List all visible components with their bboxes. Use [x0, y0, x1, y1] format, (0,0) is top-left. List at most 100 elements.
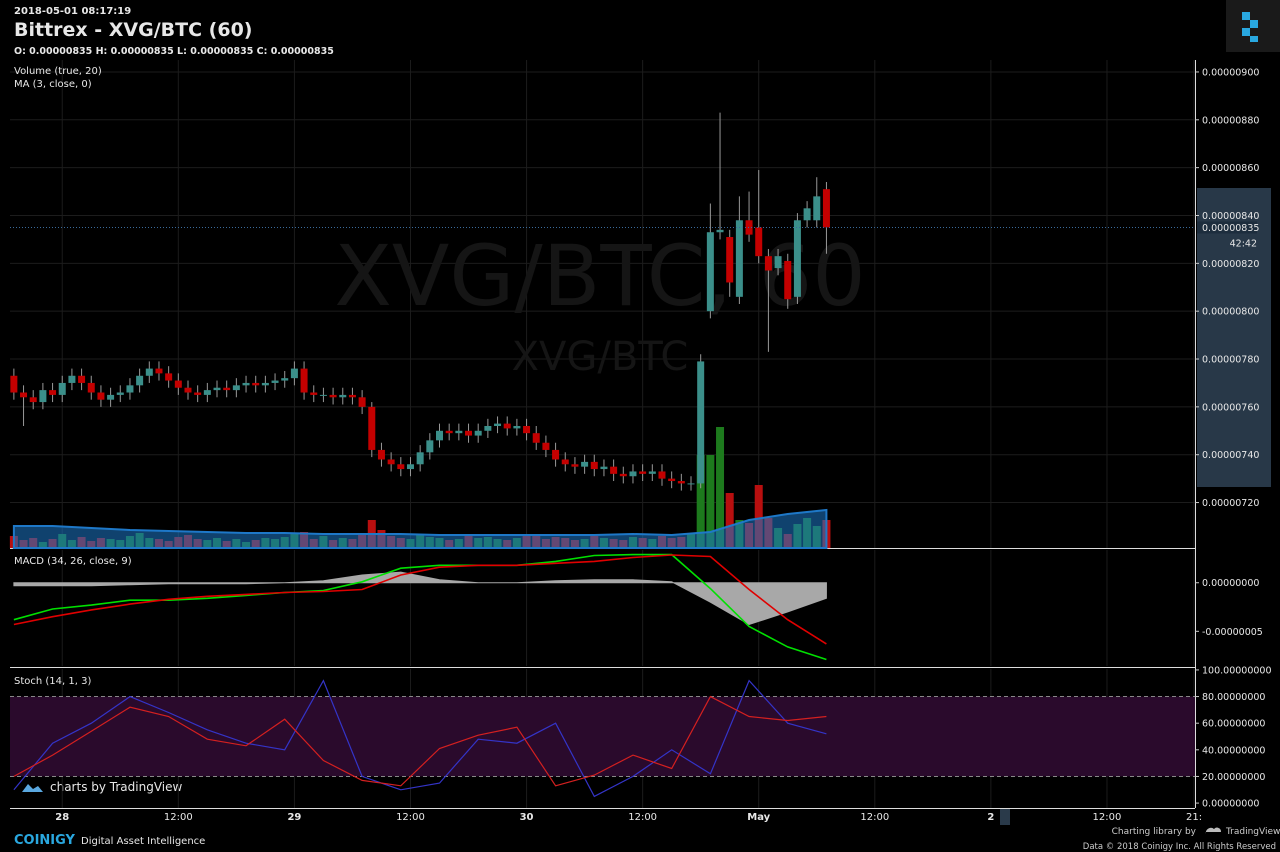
- watermark: XVG/BTC, 60: [334, 227, 865, 325]
- grid: [10, 60, 1195, 808]
- x-tick-label: 12:00: [628, 812, 657, 823]
- y-tick-label: 20.00000000: [1202, 772, 1265, 783]
- candle-body: [58, 382, 66, 395]
- candle-body: [590, 461, 598, 470]
- candle-body: [136, 375, 144, 386]
- candle-body: [600, 466, 608, 470]
- x-tick-label: 30: [520, 812, 534, 823]
- tagline: Digital Asset Intelligence: [81, 836, 205, 847]
- watermark-sub: XVG/BTC: [512, 334, 689, 380]
- candle-body: [813, 196, 821, 221]
- x-tick-label: 29: [287, 812, 301, 823]
- candle-body: [300, 368, 308, 393]
- candle-body: [39, 390, 47, 403]
- macd-histogram: [13, 571, 827, 626]
- x-tick-label: May: [747, 812, 770, 823]
- candle-body: [706, 232, 714, 312]
- tradingview-credit[interactable]: TradingView: [1225, 827, 1280, 837]
- brand[interactable]: COINIGY: [14, 833, 76, 848]
- candle-body: [445, 430, 453, 434]
- candle-body: [116, 392, 124, 395]
- candle-body: [822, 189, 830, 228]
- candle-body: [252, 382, 260, 386]
- candle-body: [406, 464, 414, 470]
- candle-body: [281, 378, 289, 381]
- candle-body: [184, 387, 192, 393]
- candle-body: [503, 423, 511, 429]
- candle-body: [358, 397, 366, 407]
- candle-body: [610, 466, 618, 474]
- x-tick-label: 28: [55, 812, 69, 823]
- candle-body: [465, 430, 473, 436]
- time-cursor: [1000, 809, 1010, 825]
- stoch-band: [10, 696, 1195, 777]
- volume-bar: [716, 427, 725, 548]
- price-range-highlight: [1197, 188, 1271, 487]
- candle-body: [165, 373, 173, 381]
- candle-body: [49, 390, 57, 395]
- y-tick-label: 0.00000820: [1202, 259, 1259, 270]
- candle-body: [213, 387, 221, 391]
- timestamp: 2018-05-01 08:17:19: [14, 6, 131, 17]
- candle-body: [10, 375, 18, 393]
- candle-body: [803, 208, 811, 221]
- candle-body: [397, 464, 405, 470]
- y-tick-label: 0.00000800: [1202, 307, 1259, 318]
- candle-body: [87, 382, 95, 393]
- last-price-label: 0.00000835: [1202, 223, 1259, 234]
- candle-body: [329, 394, 337, 398]
- candle-body: [513, 426, 521, 429]
- candle-body: [174, 380, 182, 388]
- candle-body: [542, 442, 550, 450]
- y-tick-label: 0.00000720: [1202, 498, 1259, 509]
- logo: [1242, 12, 1258, 42]
- candle-body: [494, 423, 502, 426]
- candle-body: [436, 430, 444, 441]
- indicator-label: MACD (34, 26, close, 9): [14, 556, 132, 567]
- candle-body: [242, 382, 250, 386]
- macd-line: [13, 554, 827, 645]
- candle-body: [552, 449, 560, 460]
- candle-body: [271, 380, 279, 383]
- candle-body: [426, 440, 434, 453]
- candle-body: [561, 459, 569, 465]
- candle-body: [619, 473, 627, 477]
- stoch-line: [13, 695, 827, 787]
- x-tick-label: 12:00: [164, 812, 193, 823]
- ohlc-readout: O: 0.00000835 H: 0.00000835 L: 0.0000083…: [14, 46, 334, 57]
- countdown: 42:42: [1230, 238, 1257, 249]
- candle-body: [474, 430, 482, 436]
- candle-body: [455, 430, 463, 434]
- charts-by[interactable]: charts by TradingView: [50, 780, 182, 794]
- x-tick-label: 12:00: [396, 812, 425, 823]
- candle-body: [532, 433, 540, 443]
- candle-body: [194, 392, 202, 395]
- candle-body: [484, 426, 492, 431]
- candle-body: [629, 471, 637, 477]
- candle-body: [126, 385, 134, 393]
- candle-body: [668, 478, 676, 482]
- x-tick-label: 2: [987, 812, 994, 823]
- macd-line: [13, 553, 827, 661]
- y-tick-label: -0.00000005: [1202, 627, 1263, 638]
- candle-body: [319, 394, 327, 396]
- candle-body: [774, 256, 782, 269]
- indicator-label: Volume (true, 20): [14, 66, 102, 77]
- x-tick-label: 12:00: [860, 812, 889, 823]
- volume-bar: [725, 493, 734, 548]
- candle-body: [155, 368, 163, 374]
- candle-body: [784, 260, 792, 300]
- y-tick-label: 100.00000000: [1202, 665, 1272, 676]
- candle-body: [416, 452, 424, 465]
- indicator-label: Stoch (14, 1, 3): [14, 676, 91, 687]
- candle-body: [97, 392, 105, 400]
- tv-logo: [22, 784, 43, 792]
- candle-body: [726, 237, 734, 283]
- candle-body: [107, 394, 115, 400]
- candle-body: [793, 220, 801, 297]
- y-tick-label: 0.00000840: [1202, 211, 1259, 222]
- candle-body: [716, 229, 724, 233]
- candle-body: [523, 426, 531, 434]
- candle-body: [677, 481, 685, 484]
- y-tick-label: 0.00000000: [1202, 799, 1259, 810]
